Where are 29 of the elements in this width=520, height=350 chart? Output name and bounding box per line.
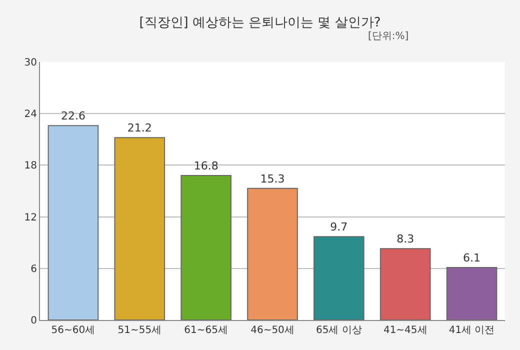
data-label: 16.8	[194, 160, 218, 173]
data-label: 9.7	[330, 220, 348, 234]
x-tick-label: 61~65세	[184, 325, 228, 336]
bar	[314, 236, 364, 320]
data-label: 8.3	[396, 232, 414, 246]
bar	[380, 248, 431, 320]
x-tick-label: 46~50세	[250, 325, 294, 336]
bar	[180, 175, 232, 320]
data-label: 6.1	[463, 252, 481, 265]
x-tick-label: 41~45세	[383, 325, 428, 336]
y-tick-label: 12	[24, 212, 37, 224]
y-tick-label: 30	[24, 58, 37, 68]
y-tick-label: 0	[30, 316, 37, 326]
data-label: 21.2	[127, 122, 152, 135]
y-tick-label: 6	[30, 264, 37, 275]
bar	[446, 267, 498, 320]
chart-subtitle: [단위:%]	[368, 31, 409, 42]
x-tick-label: 65세 이상	[316, 325, 362, 336]
data-label: 22.6	[60, 110, 86, 123]
bar	[48, 125, 99, 320]
chart-title: [직장인] 예상하는 은퇴나이는 몇 살인가?	[139, 16, 381, 31]
x-tick-label: 51~55세	[118, 325, 162, 336]
y-tick-label: 24	[24, 109, 37, 120]
y-tick-label: 18	[24, 160, 37, 172]
x-tick-label: 56~60세	[51, 325, 96, 336]
bar	[247, 188, 298, 320]
data-label: 15.3	[260, 172, 285, 186]
x-tick-label: 41세 이전	[448, 325, 495, 336]
bar	[114, 137, 166, 320]
